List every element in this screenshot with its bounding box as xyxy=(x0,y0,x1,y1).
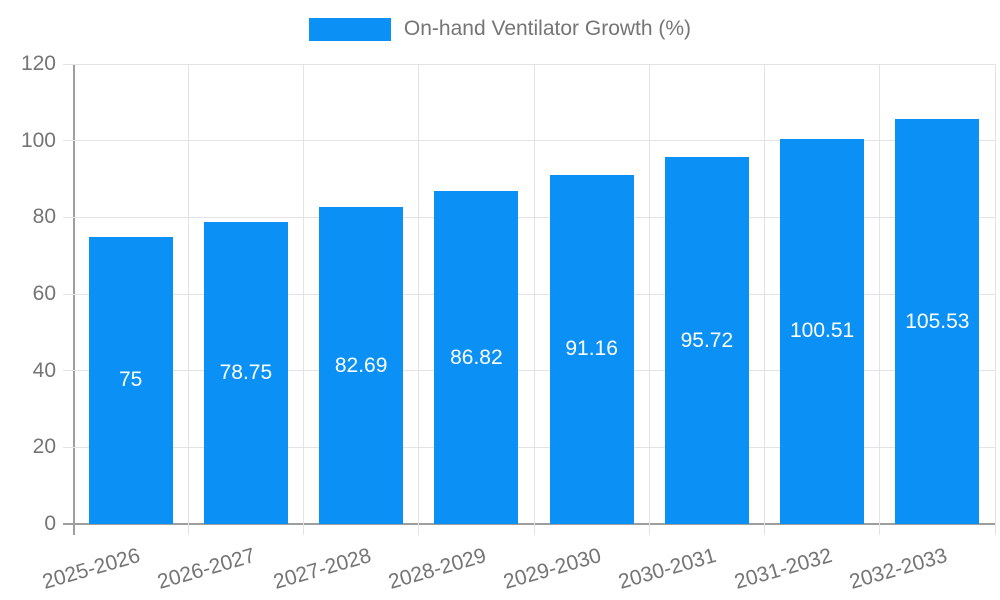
y-tick-label: 20 xyxy=(32,435,56,459)
x-tick-label: 2032-2033 xyxy=(846,544,950,594)
h-gridline xyxy=(63,446,995,448)
bar-value-label: 95.72 xyxy=(680,328,734,352)
y-tick-label: 40 xyxy=(32,358,56,382)
v-gridline xyxy=(648,64,650,535)
y-tick-label: 120 xyxy=(20,52,56,75)
bar-value-label: 75 xyxy=(118,368,143,392)
x-tick-label: 2027-2028 xyxy=(270,544,374,594)
x-tick-label: 2028-2029 xyxy=(385,544,489,594)
bar-value-label: 91.16 xyxy=(565,337,618,361)
legend-swatch xyxy=(308,17,391,41)
bar[interactable]: 78.75 xyxy=(203,222,288,524)
v-gridline xyxy=(533,64,535,535)
v-gridline xyxy=(879,64,881,535)
bar-value-label: 100.51 xyxy=(790,319,855,343)
x-tick-label: 2029-2030 xyxy=(501,544,604,594)
bar[interactable]: 100.51 xyxy=(780,138,865,524)
h-gridline xyxy=(63,370,995,372)
x-tick-label: 2030-2031 xyxy=(616,544,720,594)
h-gridline xyxy=(63,293,995,295)
v-gridline xyxy=(994,64,996,535)
v-gridline xyxy=(764,64,765,535)
bar[interactable]: 91.16 xyxy=(549,174,634,524)
y-axis-labels: 0 20 40 60 80 100 120 xyxy=(0,53,56,535)
h-gridline xyxy=(63,63,995,65)
bar-value-label: 78.75 xyxy=(219,361,273,385)
bar-value-label: 86.82 xyxy=(450,345,503,369)
v-gridline xyxy=(418,64,420,535)
bar[interactable]: 95.72 xyxy=(664,157,749,524)
legend: On-hand Ventilator Growth (%) xyxy=(0,17,1000,41)
bar[interactable]: 75 xyxy=(88,236,173,524)
v-gridline xyxy=(187,64,189,535)
v-gridline xyxy=(303,64,304,535)
bar[interactable]: 105.53 xyxy=(895,119,980,524)
y-tick-label: 0 xyxy=(44,512,56,535)
legend-label: On-hand Ventilator Growth (%) xyxy=(403,17,692,40)
h-gridline xyxy=(63,216,995,218)
y-tick-label: 100 xyxy=(20,128,56,152)
x-axis-line xyxy=(63,523,995,525)
bar[interactable]: 86.82 xyxy=(434,191,519,524)
h-gridline xyxy=(63,140,995,142)
y-tick-label: 80 xyxy=(32,205,56,229)
y-axis-line xyxy=(73,64,75,535)
bar[interactable]: 82.69 xyxy=(319,207,404,524)
x-tick-label: 2031-2032 xyxy=(731,544,835,594)
bar-value-label: 82.69 xyxy=(334,353,388,377)
x-tick-label: 2026-2027 xyxy=(155,544,259,594)
y-tick-label: 60 xyxy=(32,282,56,305)
plot-area: 75 78.75 82.69 86.82 91.16 95.72 100.51 105.53 2… xyxy=(40,63,996,594)
x-tick-label: 2025-2026 xyxy=(40,544,143,594)
bar-value-label: 105.53 xyxy=(905,309,970,333)
